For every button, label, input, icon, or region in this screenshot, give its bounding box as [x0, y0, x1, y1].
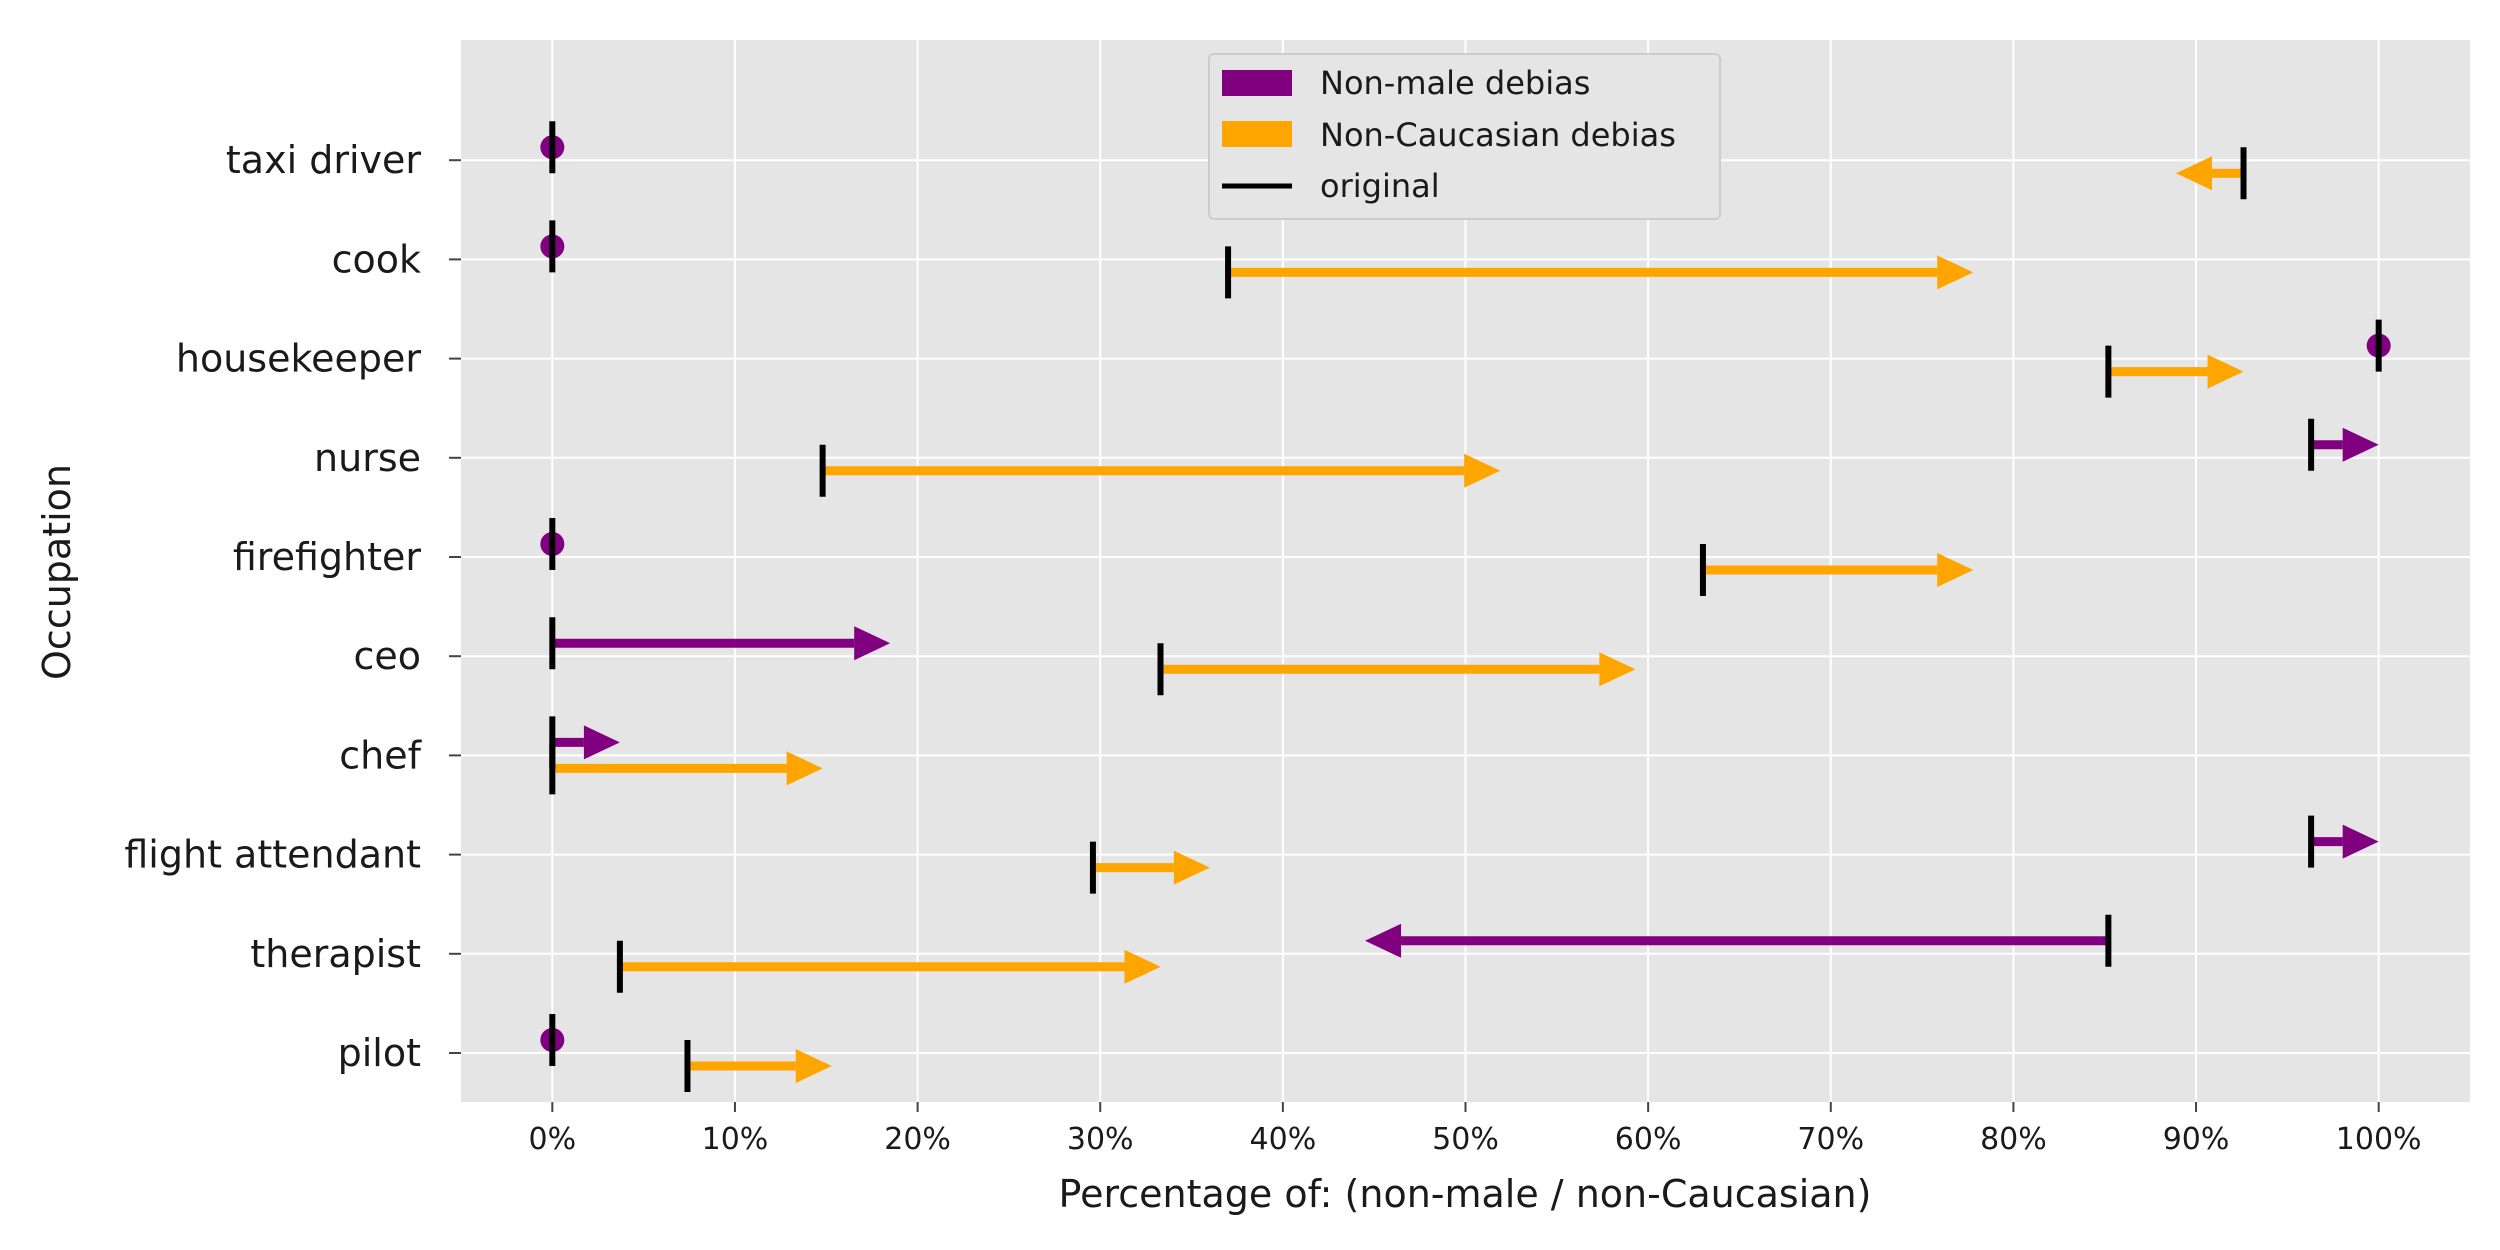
arrow-head-non-caucasian-debias-pilot [795, 1049, 832, 1083]
y-tick-label-chef: chef [339, 733, 422, 777]
x-axis-ticks: 0% 10% 20% 30% 40% 50% 60% 70% 80% 90% 100% [529, 1102, 2422, 1157]
legend-label-non-male: Non-male debias [1320, 64, 1590, 102]
grid [461, 40, 2470, 1102]
y-tick-label-cook: cook [332, 237, 421, 281]
legend-label-original: original [1320, 167, 1440, 205]
arrow-head-non-caucasian-debias-taxi-driver [2175, 156, 2212, 191]
x-tick-label: 100% [2336, 1122, 2422, 1157]
y-tick-label-nurse: nurse [314, 436, 421, 480]
x-tick-label: 20% [884, 1122, 951, 1157]
arrow-head-non-caucasian-debias-flight-attendant [1173, 850, 1210, 885]
y-tick-label-therapist: therapist [250, 932, 421, 976]
y-tick-label-taxi-driver: taxi driver [226, 138, 421, 182]
y-axis-label: Occupation [35, 464, 79, 680]
legend: Non-male debias Non-Caucasian debias ori… [1208, 53, 1721, 220]
x-axis-label: Percentage of: (non-male / non-Caucasian… [1059, 1172, 1872, 1216]
x-tick-label: 60% [1615, 1122, 1682, 1157]
legend-label-non-caucasian: Non-Caucasian debias [1320, 116, 1676, 154]
arrow-head-non-caucasian-debias-cook [1937, 255, 1974, 290]
x-tick-label: 80% [1980, 1122, 2047, 1157]
legend-box [1208, 53, 1721, 220]
arrow-head-non-male-debias-nurse [2342, 427, 2379, 462]
arrow-head-non-caucasian-debias-firefighter [1937, 553, 1974, 587]
x-tick-label: 50% [1432, 1122, 1499, 1157]
y-tick-label-pilot: pilot [338, 1031, 421, 1075]
y-tick-label-flight-attendant: flight attendant [124, 833, 421, 877]
arrow-head-non-caucasian-debias-ceo [1599, 652, 1636, 687]
x-tick-label: 40% [1250, 1122, 1317, 1157]
x-tick-label: 70% [1797, 1122, 1864, 1157]
y-axis-ticks: pilot therapist flight attendant chef ceo fir… [124, 138, 461, 1075]
x-tick-label: 90% [2163, 1122, 2230, 1157]
arrow-head-non-male-debias-flight-attendant [2342, 824, 2379, 859]
y-tick-label-housekeeper: housekeeper [176, 337, 422, 381]
y-tick-label-firefighter: firefighter [233, 535, 422, 579]
arrow-head-non-male-debias-ceo [854, 626, 891, 661]
legend-swatch-non-male [1222, 70, 1292, 96]
y-tick-label-ceo: ceo [353, 634, 421, 678]
x-tick-label: 30% [1067, 1122, 1134, 1157]
x-tick-label: 10% [702, 1122, 769, 1157]
arrow-head-non-male-debias-chef [583, 725, 620, 760]
arrow-head-non-male-debias-therapist [1365, 923, 1402, 958]
arrow-head-non-caucasian-debias-nurse [1464, 453, 1501, 488]
x-tick-label: 0% [529, 1122, 577, 1157]
arrow-head-non-caucasian-debias-therapist [1124, 949, 1161, 984]
arrow-head-non-caucasian-debias-housekeeper [2207, 354, 2244, 389]
data-marks [540, 121, 2391, 1092]
arrow-head-non-caucasian-debias-chef [786, 751, 823, 786]
legend-swatch-non-caucasian [1222, 121, 1292, 147]
